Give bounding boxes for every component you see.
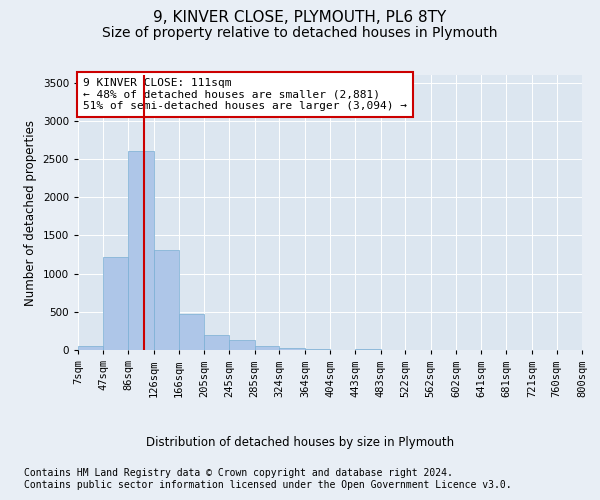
- Bar: [280, 348, 305, 350]
- Text: 9, KINVER CLOSE, PLYMOUTH, PL6 8TY: 9, KINVER CLOSE, PLYMOUTH, PL6 8TY: [154, 10, 446, 25]
- Y-axis label: Number of detached properties: Number of detached properties: [24, 120, 37, 306]
- Bar: [229, 340, 254, 350]
- Text: Contains HM Land Registry data © Crown copyright and database right 2024.: Contains HM Land Registry data © Crown c…: [24, 468, 453, 477]
- Bar: [128, 152, 154, 350]
- Bar: [78, 346, 103, 350]
- Text: Distribution of detached houses by size in Plymouth: Distribution of detached houses by size …: [146, 436, 454, 449]
- Text: Size of property relative to detached houses in Plymouth: Size of property relative to detached ho…: [102, 26, 498, 40]
- Bar: [355, 349, 380, 350]
- Text: Contains public sector information licensed under the Open Government Licence v3: Contains public sector information licen…: [24, 480, 512, 490]
- Bar: [305, 348, 331, 350]
- Bar: [254, 346, 280, 350]
- Bar: [204, 334, 229, 350]
- Bar: [103, 257, 128, 350]
- Text: 9 KINVER CLOSE: 111sqm
← 48% of detached houses are smaller (2,881)
51% of semi-: 9 KINVER CLOSE: 111sqm ← 48% of detached…: [83, 78, 407, 111]
- Bar: [154, 250, 179, 350]
- Bar: [179, 314, 204, 350]
